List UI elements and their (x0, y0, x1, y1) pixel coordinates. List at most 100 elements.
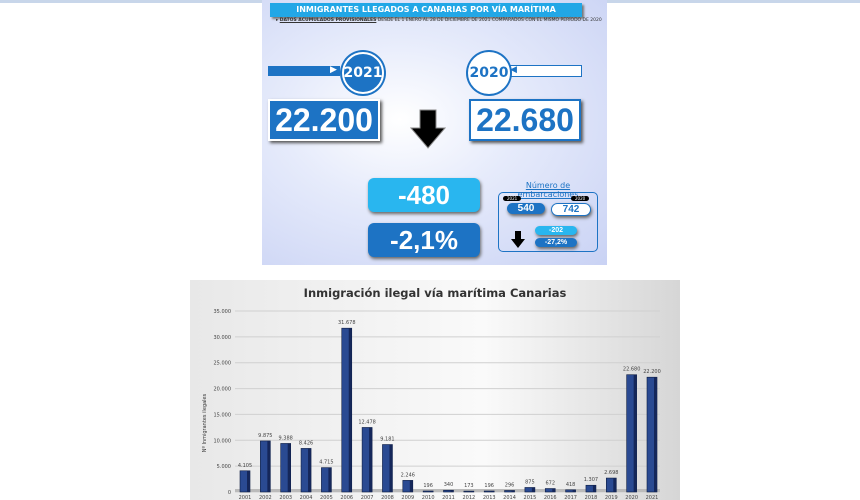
x-tick-label: 2012 (462, 495, 475, 500)
data-label: 9.181 (380, 437, 394, 443)
y-tick-label: 5.000 (217, 464, 231, 470)
y-tick-label: 10.000 (214, 438, 232, 444)
x-tick-label: 2004 (300, 495, 313, 500)
boats-year-current: 2021 (503, 196, 522, 201)
arrow-right-icon: ▶ (330, 65, 337, 75)
bar-side (491, 490, 495, 492)
x-tick-label: 2021 (646, 495, 659, 500)
bar-side (552, 488, 556, 492)
bar-side (531, 487, 535, 492)
bar-side (348, 328, 352, 492)
bar-side (654, 377, 657, 492)
bar (382, 444, 393, 493)
arrow-down-icon (410, 109, 446, 149)
bar-side (430, 490, 434, 492)
bar-side (409, 480, 413, 492)
boats-diff-absolute: -202 (535, 226, 577, 235)
bar-side (592, 485, 596, 492)
x-tick-label: 2013 (483, 495, 496, 500)
data-label: 22.680 (623, 367, 641, 373)
bar-side (389, 444, 393, 492)
bar (524, 487, 536, 493)
x-tick-label: 2016 (544, 495, 557, 500)
previous-value: 22.680 (469, 99, 581, 141)
data-label: 9.875 (258, 433, 272, 439)
data-label: 418 (566, 482, 576, 488)
bar-side (308, 448, 312, 492)
data-label: 196 (423, 483, 433, 489)
data-label: 22.200 (643, 369, 661, 375)
bar-side (369, 427, 373, 492)
bar (280, 443, 291, 493)
x-tick-label: 2010 (422, 495, 435, 500)
bar-side (470, 491, 474, 492)
bar-side (328, 467, 332, 492)
data-label: 2.698 (604, 470, 618, 476)
x-tick-label: 2002 (259, 495, 272, 500)
y-tick-label: 15.000 (214, 412, 232, 418)
data-label: 340 (444, 482, 454, 488)
data-label: 1.307 (584, 477, 598, 483)
bar-side (450, 490, 454, 492)
data-label: 31.678 (338, 320, 356, 326)
bar-side (287, 443, 291, 492)
chart-title: Inmigración ilegal vía marítima Canarias (303, 286, 567, 300)
arrow-left-icon: ◀ (510, 65, 517, 75)
x-tick-label: 2014 (503, 495, 516, 500)
data-label: 875 (525, 479, 535, 485)
boats-arrow-down-icon (511, 231, 525, 248)
data-label: 2.246 (401, 472, 415, 478)
bar-side (572, 489, 576, 492)
bar-chart: 0 5.000 10.000 15.000 20.000 25.000 30.000 35.0… (214, 309, 661, 500)
bar-side (267, 440, 271, 492)
boats-title: Número de embarcaciones (517, 181, 579, 199)
x-tick-label: 2007 (361, 495, 374, 500)
difference-percent: -2,1% (368, 223, 480, 257)
data-label: 8.426 (299, 440, 313, 446)
data-label: 4.105 (238, 463, 252, 469)
y-tick-label: 35.000 (214, 309, 232, 315)
x-tick-label: 2003 (279, 495, 292, 500)
x-tick-label: 2009 (401, 495, 414, 500)
year-previous-badge: 2020 (468, 52, 510, 94)
data-label: 173 (464, 483, 474, 489)
data-label: 196 (484, 483, 494, 489)
data-label: 9.388 (279, 435, 293, 441)
boats-value-previous: 742 (551, 203, 591, 216)
bar-side (633, 374, 637, 492)
x-tick-label: 2018 (585, 495, 598, 500)
x-tick-label: 2008 (381, 495, 394, 500)
y-tick-label: 0 (228, 490, 231, 496)
y-tick-label: 25.000 (214, 361, 232, 367)
data-label: 4.715 (319, 460, 333, 466)
infographic-title: INMIGRANTES LLEGADOS A CANARIAS POR VÍA … (270, 3, 582, 17)
bar (626, 374, 637, 493)
current-value: 22.200 (268, 99, 380, 141)
data-label: 672 (545, 481, 555, 487)
x-tick-label: 2019 (605, 495, 618, 500)
x-tick-label: 2020 (625, 495, 638, 500)
x-tick-label: 2011 (442, 495, 455, 500)
boats-box: 2021 2020 540 742 -202 -27,2% (498, 192, 598, 252)
y-tick-label: 30.000 (214, 335, 232, 341)
year-2020-bar (508, 65, 582, 77)
boats-year-previous: 2020 (571, 196, 590, 201)
x-tick-label: 2017 (564, 495, 577, 500)
bar-side (247, 470, 250, 492)
bar-side (511, 490, 515, 492)
infographic-subtitle: ▸ DATOS ACUMULADOS PROVISIONALES DESDE E… (276, 18, 602, 23)
boats-value-current: 540 (507, 203, 545, 214)
chart-panel: Inmigración ilegal vía marítima Canarias… (190, 280, 680, 500)
boats-diff-percent: -27,2% (535, 238, 577, 247)
data-label: 12.478 (358, 419, 376, 425)
year-current-badge: 2021 (342, 52, 384, 94)
difference-absolute: -480 (368, 178, 480, 212)
x-tick-label: 2006 (340, 495, 353, 500)
y-tick-label: 20.000 (214, 387, 232, 393)
x-tick-label: 2005 (320, 495, 333, 500)
infographic-panel: INMIGRANTES LLEGADOS A CANARIAS POR VÍA … (262, 0, 607, 265)
data-label: 296 (505, 482, 515, 488)
bar-side (613, 478, 617, 492)
bar (260, 440, 271, 493)
year-2021-bar (268, 66, 340, 76)
